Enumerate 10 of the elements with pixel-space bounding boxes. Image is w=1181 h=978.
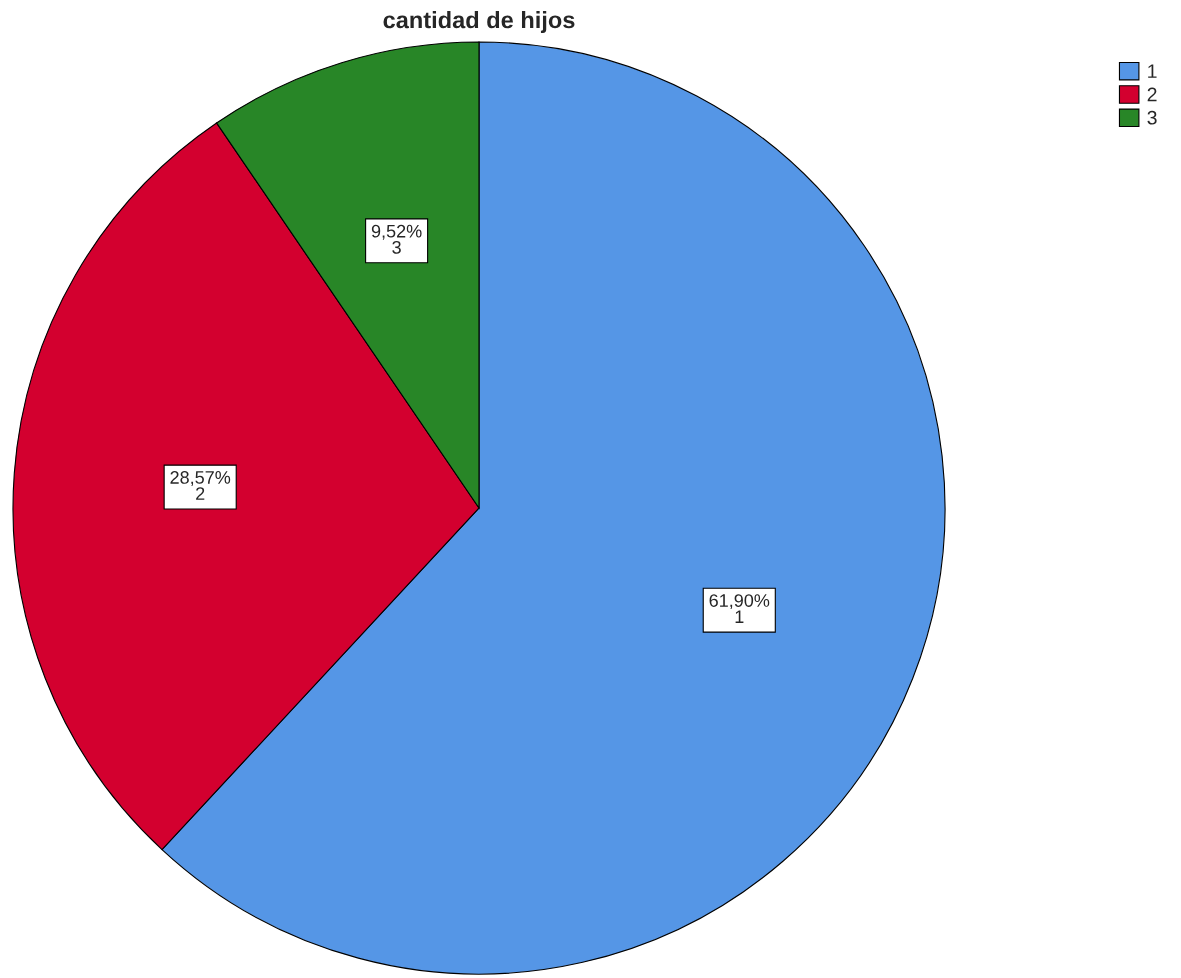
chart-title: cantidad de hijos	[383, 11, 575, 34]
slice-label: 1	[735, 610, 744, 623]
slice-label: 3	[392, 240, 401, 254]
legend-label: 3	[1147, 110, 1157, 125]
slice-label: 2	[196, 487, 205, 500]
data-label: 28,57%	[170, 471, 231, 486]
data-label: 61,90%	[709, 594, 770, 610]
legend-label: 2	[1147, 87, 1157, 102]
data-label: 9,52%	[371, 224, 422, 240]
legend-label: 1	[1148, 64, 1157, 78]
